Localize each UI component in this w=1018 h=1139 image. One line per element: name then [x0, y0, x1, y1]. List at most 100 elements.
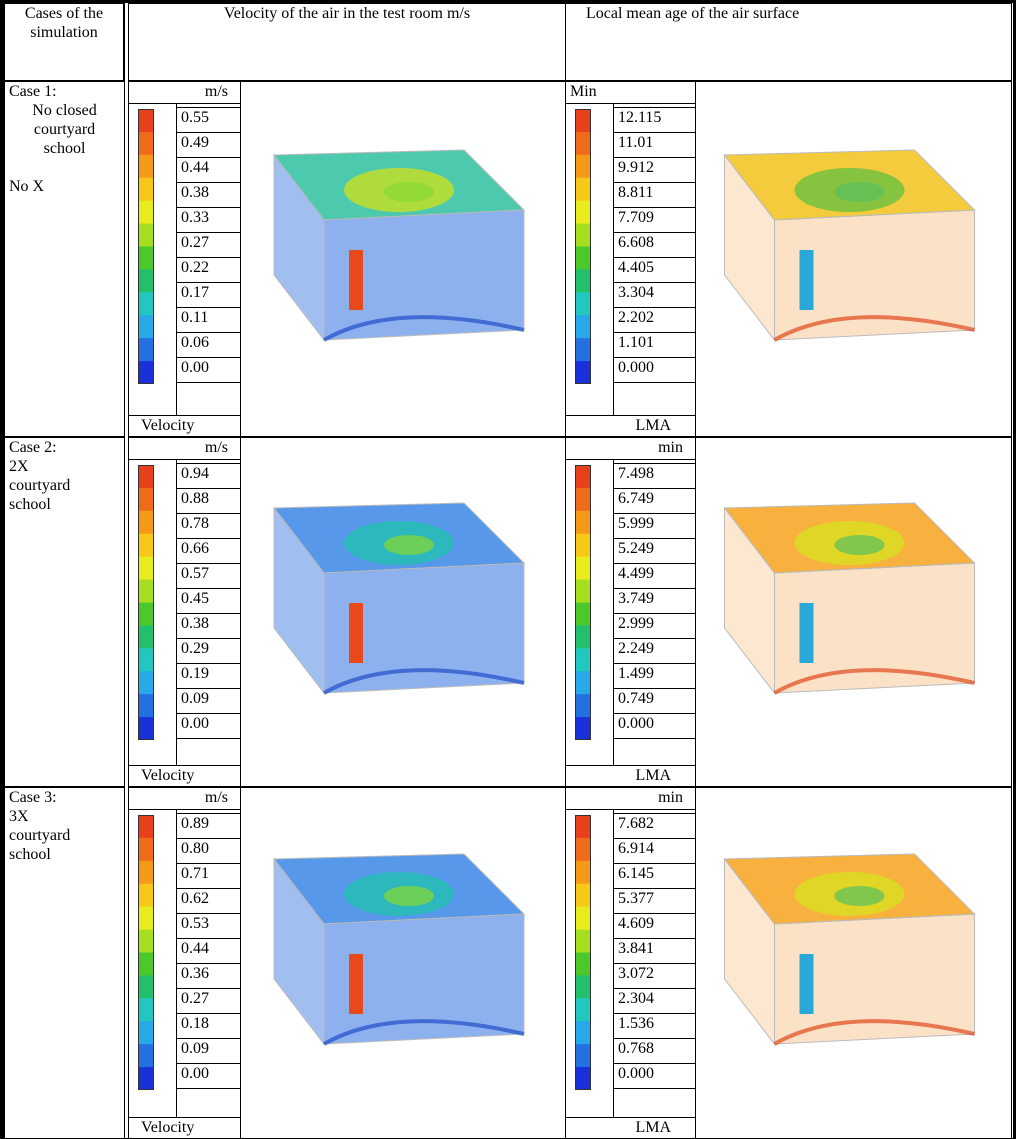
colorbar-band — [139, 224, 153, 247]
colorbar-band — [576, 603, 590, 626]
case-label-line: 2X — [9, 457, 120, 476]
scale-value: 7.709 — [613, 207, 696, 233]
scale-value: 0.000 — [613, 713, 696, 739]
scale-value: 1.499 — [613, 663, 696, 689]
scale-value: 1.536 — [613, 1013, 696, 1039]
colorbar-band — [576, 269, 590, 292]
case-label-line: school — [9, 139, 120, 158]
scale-value: 0.88 — [176, 488, 241, 514]
scale-value: 0.06 — [176, 332, 241, 358]
legend-footer: Velocity — [128, 415, 241, 437]
case-label-line: Case 2: — [9, 438, 120, 457]
colorbar-band — [139, 155, 153, 178]
case-label-line: Case 3: — [9, 788, 120, 807]
lma-render — [696, 438, 1011, 786]
colorbar-band — [139, 975, 153, 998]
scale-value: 0.62 — [176, 888, 241, 914]
colorbar-band — [576, 1067, 590, 1090]
colorbar-band — [139, 580, 153, 603]
scale-value: 0.11 — [176, 307, 241, 333]
unit-label: Min — [565, 81, 696, 104]
scale-value: 0.27 — [176, 232, 241, 258]
scale-value: 2.304 — [613, 988, 696, 1014]
scale-value: 0.80 — [176, 838, 241, 864]
inlet — [800, 603, 814, 663]
scale-value: 0.44 — [176, 157, 241, 183]
scale-value: 0.00 — [176, 1063, 241, 1089]
colorbar-band — [139, 557, 153, 580]
colorbar-band — [139, 930, 153, 953]
colorbar-band — [576, 953, 590, 976]
scale-value: 0.71 — [176, 863, 241, 889]
colorbar-band — [576, 625, 590, 648]
colorbar-band — [576, 975, 590, 998]
colorbar — [138, 815, 154, 1090]
unit-label: m/s — [128, 437, 241, 460]
inlet — [349, 603, 363, 663]
scale-value: 0.00 — [176, 713, 241, 739]
scale-value: 0.33 — [176, 207, 241, 233]
scale-value: 0.22 — [176, 257, 241, 283]
colorbar-band — [576, 1021, 590, 1044]
flow-core — [835, 535, 885, 555]
colorbar-band — [139, 511, 153, 534]
colorbar-band — [576, 247, 590, 270]
colorbar-band — [139, 884, 153, 907]
scale-value: 0.89 — [176, 813, 241, 839]
colorbar-band — [576, 465, 590, 488]
case-label-line: 3X — [9, 807, 120, 826]
scale-value: 7.498 — [613, 463, 696, 489]
flow-core — [384, 535, 434, 555]
colorbar-band — [576, 838, 590, 861]
inlet — [800, 250, 814, 310]
colorbar-band — [576, 361, 590, 384]
scale-value: 0.749 — [613, 688, 696, 714]
colorbar-band — [576, 178, 590, 201]
scale-value: 0.44 — [176, 938, 241, 964]
header-cases: Cases of the simulation — [4, 3, 124, 81]
scale-value: 4.405 — [613, 257, 696, 283]
scale-value: 0.000 — [613, 357, 696, 383]
colorbar-band — [139, 671, 153, 694]
scale-value: 0.66 — [176, 538, 241, 564]
colorbar-band — [576, 1044, 590, 1067]
scale-value: 0.45 — [176, 588, 241, 614]
colorbar-band — [139, 838, 153, 861]
case-label-line: school — [9, 495, 120, 514]
colorbar-band — [576, 201, 590, 224]
scale-value: 2.249 — [613, 638, 696, 664]
scale-value: 0.768 — [613, 1038, 696, 1064]
colorbar-band — [139, 998, 153, 1021]
colorbar-band — [576, 884, 590, 907]
scale-value: 0.19 — [176, 663, 241, 689]
colorbar — [575, 815, 591, 1090]
colorbar-band — [139, 132, 153, 155]
colorbar-band — [576, 580, 590, 603]
colorbar-band — [139, 815, 153, 838]
header-velocity: Velocity of the air in the test room m/s — [128, 3, 566, 81]
scale-value: 0.17 — [176, 282, 241, 308]
colorbar-band — [139, 109, 153, 132]
scale-value: 3.749 — [613, 588, 696, 614]
inlet — [349, 250, 363, 310]
colorbar-band — [576, 132, 590, 155]
scale-value: 6.145 — [613, 863, 696, 889]
header-lma: Local mean age of the air surface — [565, 3, 1012, 81]
scale-value: 12.115 — [613, 107, 696, 133]
scale-value: 0.000 — [613, 1063, 696, 1089]
scale-value: 5.377 — [613, 888, 696, 914]
scale-value: 1.101 — [613, 332, 696, 358]
legend-footer: LMA — [565, 415, 696, 437]
colorbar-band — [139, 315, 153, 338]
colorbar-band — [576, 648, 590, 671]
colorbar-band — [576, 557, 590, 580]
scale-value: 7.682 — [613, 813, 696, 839]
scale-value: 0.94 — [176, 463, 241, 489]
colorbar-band — [576, 534, 590, 557]
scale-value: 0.09 — [176, 688, 241, 714]
case-label-line: No closed — [9, 101, 120, 120]
colorbar-band — [139, 861, 153, 884]
case-label-line: courtyard — [9, 476, 120, 495]
colorbar-band — [139, 1021, 153, 1044]
